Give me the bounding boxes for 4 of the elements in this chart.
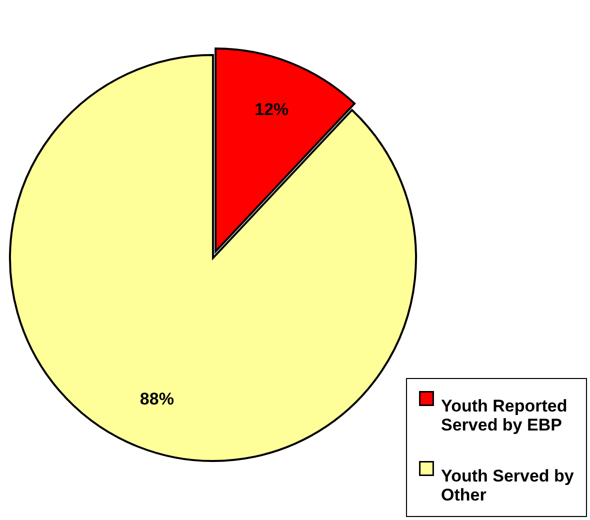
data-label: 12% (254, 100, 289, 119)
legend-label: Youth Served by Other (441, 466, 574, 504)
data-label: 88% (140, 390, 174, 409)
legend-label: Youth Reported Served by EBP (441, 396, 568, 434)
